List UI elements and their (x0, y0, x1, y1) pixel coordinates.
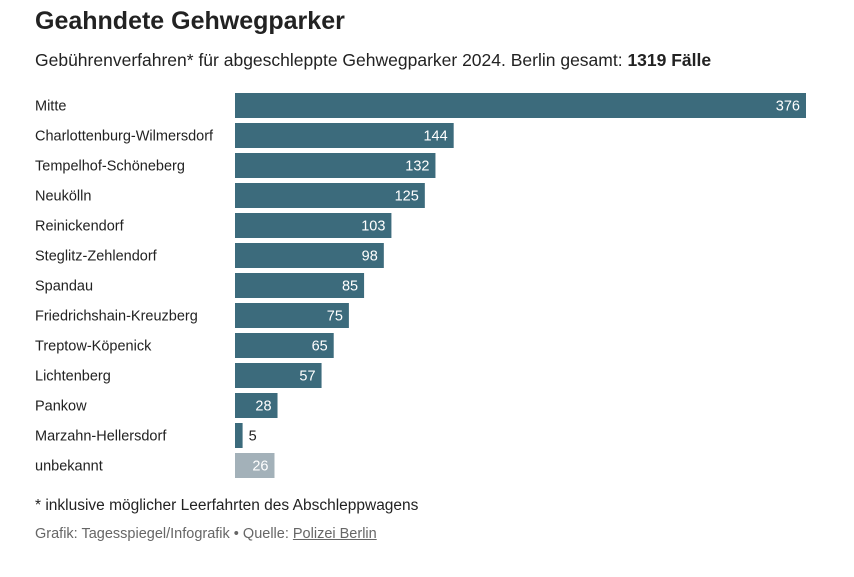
value-label-unbekannt: 26 (252, 459, 268, 475)
category-label-treptow-k-penick: Treptow-Köpenick (35, 339, 152, 355)
value-label-marzahn-hellersdorf: 5 (249, 429, 257, 445)
value-label-charlottenburg-wilmersdorf: 144 (423, 129, 447, 145)
chart-subtitle: Gebührenverfahren* für abgeschleppte Geh… (35, 50, 711, 71)
category-label-friedrichshain-kreuzberg: Friedrichshain-Kreuzberg (35, 309, 198, 325)
bar-chart: Mitte 376 Charlottenburg-Wilmersdorf 144 Tem… (35, 93, 806, 478)
bar-charlottenburg-wilmersdorf (235, 123, 454, 148)
value-label-pankow: 28 (255, 399, 271, 415)
bar-pankow (235, 393, 278, 418)
bar-mitte (235, 93, 806, 118)
category-label-charlottenburg-wilmersdorf: Charlottenburg-Wilmersdorf (35, 129, 214, 145)
category-label-reinickendorf: Reinickendorf (35, 219, 125, 235)
bar-neuk-lln (235, 183, 425, 208)
chart-title: Geahndete Gehwegparker (35, 7, 345, 35)
bar-treptow-k-penick (235, 333, 334, 358)
bar-reinickendorf (235, 213, 392, 238)
source-link[interactable]: Polizei Berlin (292, 526, 377, 542)
value-label-treptow-k-penick: 65 (312, 339, 328, 355)
category-label-unbekannt: unbekannt (35, 459, 103, 475)
bar-steglitz-zehlendorf (235, 243, 384, 268)
value-label-spandau: 85 (342, 279, 358, 295)
value-label-lichtenberg: 57 (299, 369, 315, 385)
bar-marzahn-hellersdorf (235, 423, 243, 448)
subtitle-text: Gebührenverfahren* für abgeschleppte Geh… (35, 50, 628, 70)
bar-unbekannt (235, 453, 275, 478)
category-label-marzahn-hellersdorf: Marzahn-Hellersdorf (35, 429, 167, 445)
bar-lichtenberg (235, 363, 322, 388)
category-label-steglitz-zehlendorf: Steglitz-Zehlendorf (35, 249, 158, 265)
source-credit: Grafik: Tagesspiegel/Infografik • Quelle… (35, 526, 377, 542)
value-label-tempelhof-sch-neberg: 132 (405, 159, 429, 175)
value-label-neuk-lln: 125 (395, 189, 419, 205)
subtitle-total: 1319 Fälle (627, 50, 712, 70)
value-label-steglitz-zehlendorf: 98 (362, 249, 378, 265)
credit-text: Grafik: Tagesspiegel/Infografik • Quelle… (35, 526, 293, 542)
category-label-mitte: Mitte (35, 99, 66, 115)
category-label-neuk-lln: Neukölln (35, 189, 91, 205)
category-label-tempelhof-sch-neberg: Tempelhof-Schöneberg (35, 159, 185, 175)
category-label-lichtenberg: Lichtenberg (35, 369, 111, 385)
bar-tempelhof-sch-neberg (235, 153, 436, 178)
value-label-mitte: 376 (776, 99, 800, 115)
bar-spandau (235, 273, 365, 298)
value-label-reinickendorf: 103 (361, 219, 385, 235)
footnote: * inklusive möglicher Leerfahrten des Ab… (35, 497, 419, 514)
category-label-pankow: Pankow (35, 399, 87, 415)
bar-friedrichshain-kreuzberg (235, 303, 349, 328)
category-label-spandau: Spandau (35, 279, 93, 295)
value-label-friedrichshain-kreuzberg: 75 (327, 309, 343, 325)
